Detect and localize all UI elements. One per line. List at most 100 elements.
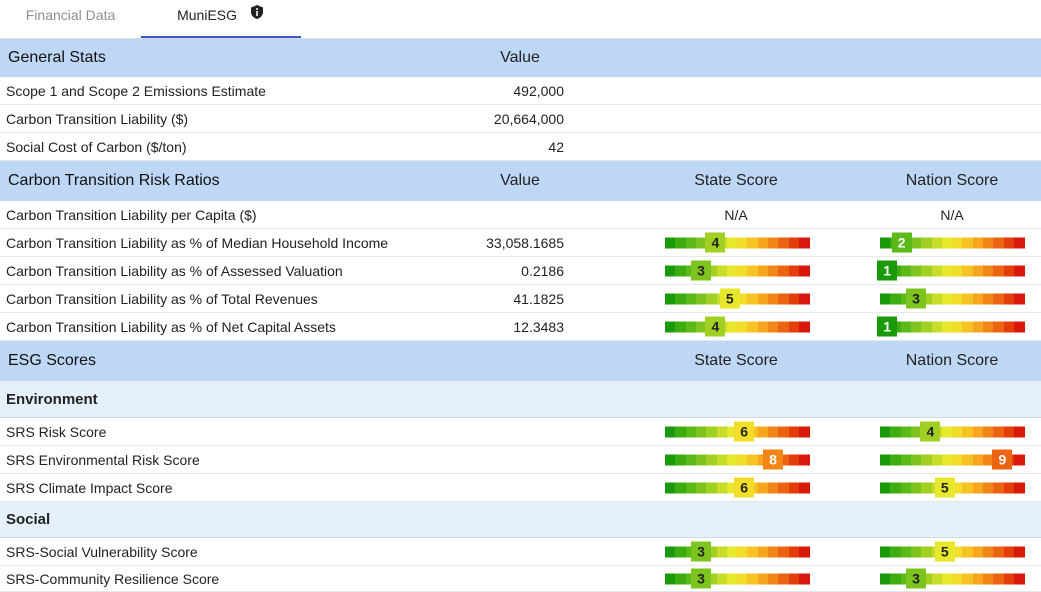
social-subheader: Social [0,502,1041,538]
score-segment [1003,293,1015,304]
table-row: Carbon Transition Liability as % of Tota… [0,285,1041,313]
score-segment [788,321,800,332]
score-segment [880,482,891,493]
score-segment [1013,237,1025,248]
tab-bar: Financial Data MuniESG [0,0,1041,39]
score-segment [931,573,943,584]
score-badge: 3 [906,568,926,588]
score-badge: 5 [934,477,955,497]
score-segment [695,426,707,437]
score-segment [941,426,953,437]
score-segment [910,454,922,465]
tab-financial-data[interactable]: Financial Data [0,0,141,38]
score-segment [931,454,943,465]
score-segment [716,454,728,465]
score-segment [798,482,810,493]
score-segment [747,265,759,276]
score-segment [798,293,810,304]
state-score-bar: 6 [665,421,810,441]
score-segment [962,482,974,493]
score-segment [768,293,779,304]
row-value: 20,664,000 [493,110,564,127]
tab-muniesg[interactable]: MuniESG [141,0,301,38]
score-segment [706,426,717,437]
score-badge: 4 [705,316,726,336]
nation-score-bar: 3 [880,288,1025,308]
score-segment [747,546,759,557]
nation-score-column-header: Nation Score [905,352,999,369]
score-segment [695,293,707,304]
score-segment [880,573,891,584]
score-segment [757,265,769,276]
state-score-bar: 5 [665,288,810,308]
score-segment [972,482,984,493]
general-stats-header: General Stats Value [0,39,1041,77]
score-segment [716,546,728,557]
score-segment [931,237,943,248]
score-segment [768,573,779,584]
score-segment [695,482,707,493]
score-segment [952,482,963,493]
score-segment [921,546,932,557]
state-score-column-header: State Score [694,352,778,369]
score-badge: 4 [920,421,941,441]
score-segment [788,293,800,304]
score-segment [890,573,902,584]
score-segment [983,426,994,437]
score-segment [768,237,779,248]
score-segment [798,265,810,276]
score-segment [768,546,779,557]
score-segment [778,573,790,584]
table-row: Carbon Transition Liability as % of Asse… [0,257,1041,285]
score-segment [685,321,697,332]
score-segment [900,293,912,304]
nation-score-column-header: Nation Score [905,172,999,189]
score-segment [900,482,912,493]
score-segment [778,482,790,493]
score-segment [952,265,963,276]
score-segment [921,454,932,465]
score-segment [665,237,676,248]
score-segment [921,293,932,304]
score-segment [972,454,984,465]
score-segment [890,454,902,465]
score-segment [788,454,800,465]
subsection-title: Environment [6,390,98,408]
state-score-bar: 6 [665,477,810,497]
score-segment [910,265,922,276]
score-segment [1003,546,1015,557]
score-segment [962,265,974,276]
score-segment [757,482,769,493]
score-segment [757,426,769,437]
score-segment [880,293,891,304]
score-segment [737,265,748,276]
score-segment [952,426,963,437]
score-segment [778,237,790,248]
score-segment [1013,321,1025,332]
score-segment [685,454,697,465]
score-segment [910,321,922,332]
score-segment [737,237,748,248]
state-score-bar: 3 [665,568,810,588]
row-label: SRS Risk Score [6,423,107,440]
score-segment [726,265,738,276]
score-segment [952,237,963,248]
row-value: 0.2186 [521,262,564,279]
score-segment [768,426,779,437]
info-icon[interactable] [249,0,265,30]
row-label: Carbon Transition Liability as % of Net … [6,318,336,335]
score-segment [737,454,748,465]
nation-score-bar: 5 [880,477,1025,497]
score-segment [726,321,738,332]
score-segment [778,546,790,557]
table-row: SRS Environmental Risk Score 8 9 [0,446,1041,474]
score-badge: 9 [992,449,1013,469]
score-segment [675,482,687,493]
score-segment [768,482,779,493]
score-segment [983,265,994,276]
score-segment [788,546,800,557]
score-segment [665,293,676,304]
score-segment [993,321,1005,332]
score-badge: 6 [734,421,755,441]
score-segment [665,546,676,557]
